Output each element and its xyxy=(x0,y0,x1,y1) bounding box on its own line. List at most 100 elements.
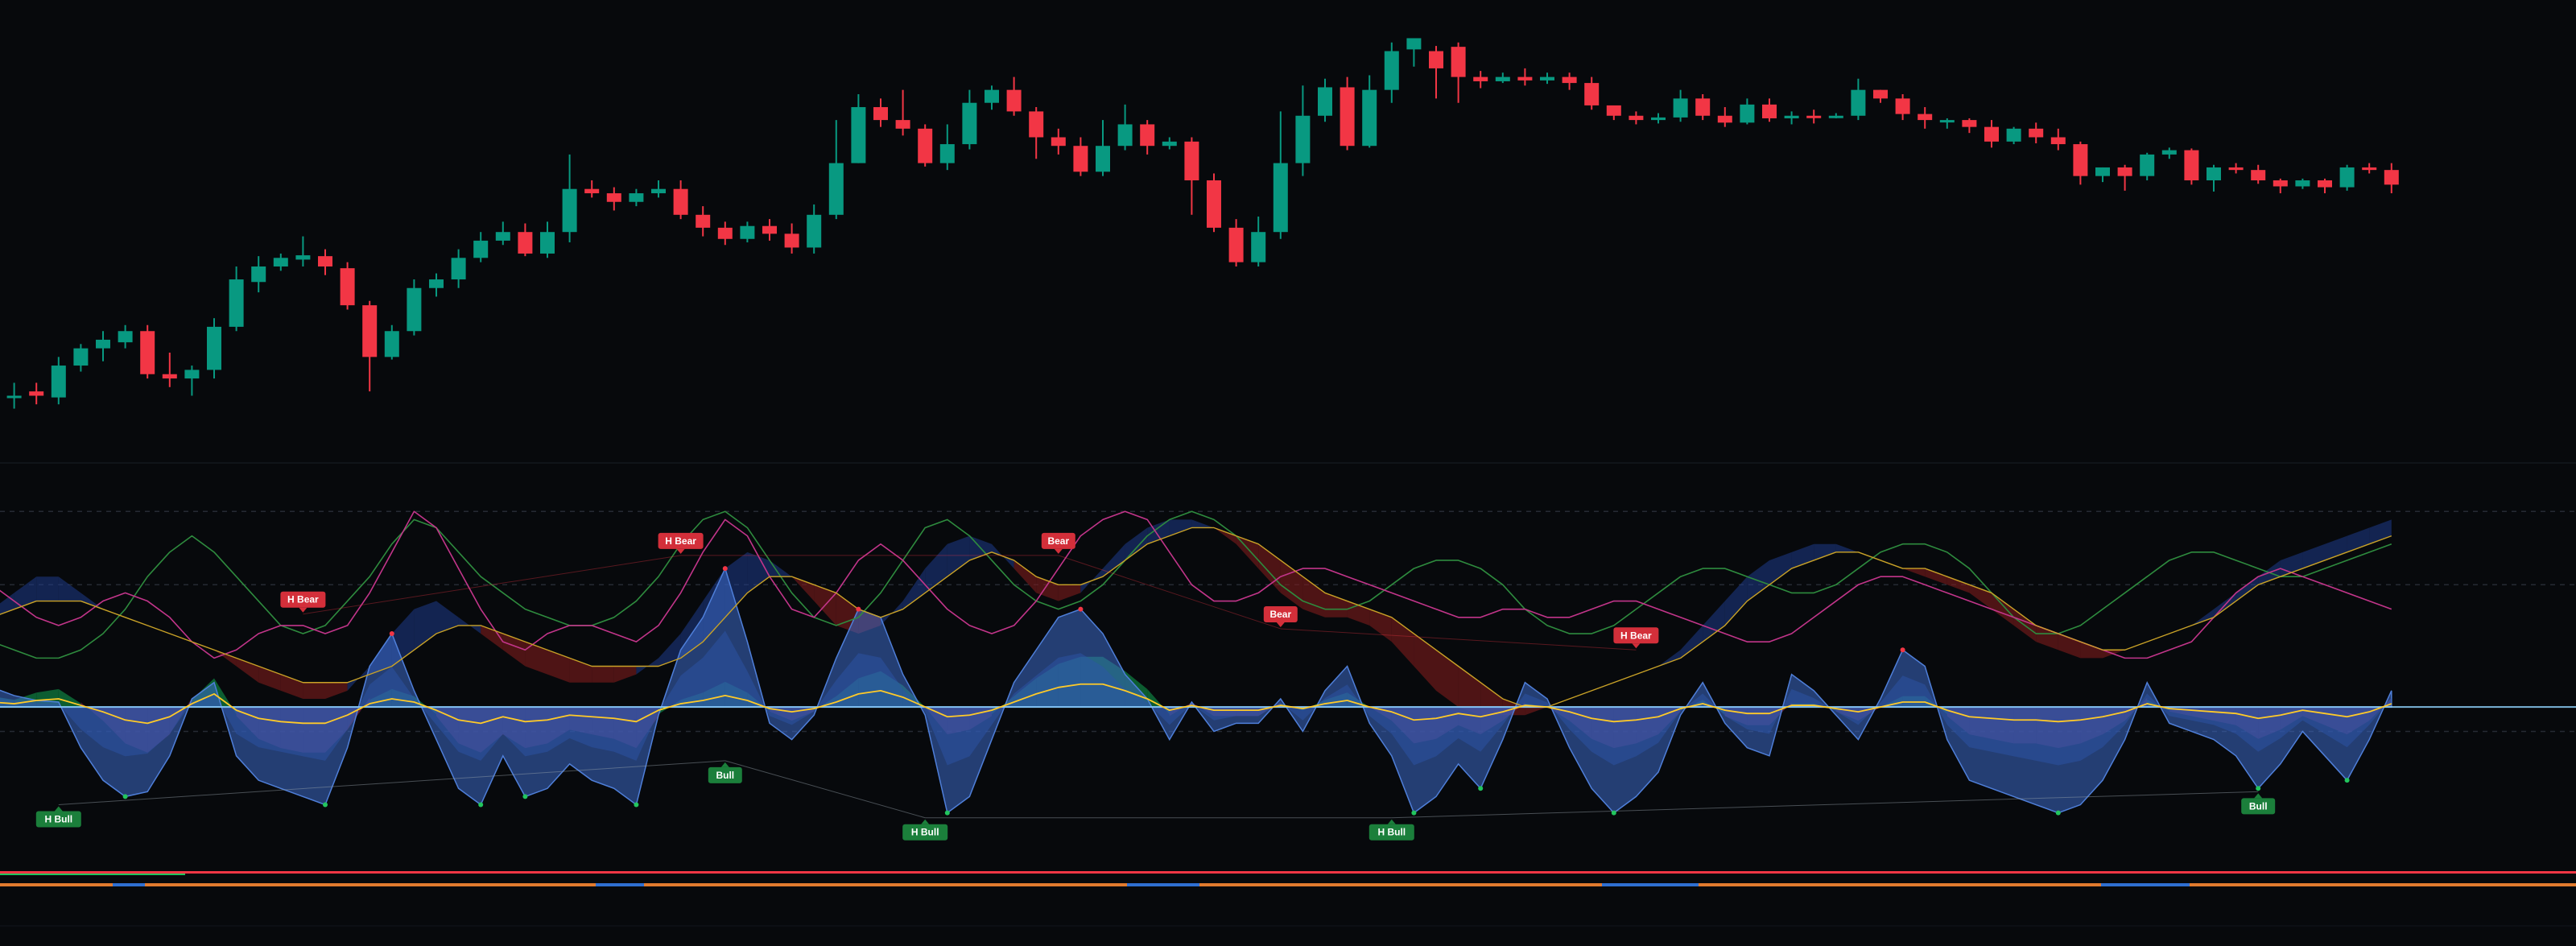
candle-body xyxy=(1762,104,1777,118)
candle-body xyxy=(873,107,888,121)
trend-ribbon-segment xyxy=(303,682,325,699)
price-pane xyxy=(6,38,2399,409)
candle-body xyxy=(1651,117,1666,121)
pivot-low-dot xyxy=(478,802,484,808)
candle-body xyxy=(1918,114,1933,121)
divergence-line xyxy=(58,760,725,806)
candle-body xyxy=(2050,137,2066,145)
trend-ribbon-segment xyxy=(1058,585,1081,601)
candle-body xyxy=(918,128,933,163)
candle-body xyxy=(1695,98,1711,116)
bull-signal-label: Bull xyxy=(708,762,742,783)
candle-body xyxy=(1562,76,1577,84)
signal-label-text: H Bear xyxy=(287,594,319,605)
candle-body xyxy=(1340,87,1355,147)
trend-ribbon-segment xyxy=(2058,634,2081,659)
trend-ribbon-segment xyxy=(2302,543,2325,569)
signal-label-box xyxy=(1613,627,1659,644)
candle-body xyxy=(2362,167,2377,171)
candle-body xyxy=(207,326,221,370)
bull-signal-label: H Bull xyxy=(902,819,948,841)
signal-label-text: Bear xyxy=(1047,535,1069,547)
trend-ribbon-segment xyxy=(613,666,637,683)
candle-body xyxy=(1717,115,1732,123)
trend-ribbon-segment xyxy=(1414,634,1436,691)
signal-label-pointer xyxy=(54,806,63,812)
trend-ribbon-segment xyxy=(1835,543,1859,552)
trend-ribbon-segment xyxy=(1680,625,1703,659)
candle-body xyxy=(1895,98,1910,114)
candle-body xyxy=(1006,89,1022,112)
candle-body xyxy=(828,163,844,215)
signal-label-text: Bear xyxy=(1269,609,1291,620)
pivot-low-dot xyxy=(1478,786,1484,791)
candle-body xyxy=(851,107,866,163)
candle-body xyxy=(2339,167,2355,188)
signal-label-pointer xyxy=(2254,793,2263,799)
bear-signal-label: H Bear xyxy=(658,532,704,554)
candle-body xyxy=(1473,76,1488,81)
candle-body xyxy=(1806,115,1822,118)
candle-body xyxy=(1162,141,1177,147)
candle-body xyxy=(2184,150,2199,180)
candle-body xyxy=(362,305,378,357)
candle-body xyxy=(1273,163,1288,233)
signal-label-text: H Bear xyxy=(1620,630,1652,641)
signal-band-segment xyxy=(58,688,81,708)
trend-ribbon-segment xyxy=(1946,576,1970,593)
candle-body xyxy=(606,193,621,202)
strip-segment xyxy=(2190,883,2576,886)
candle-body xyxy=(2384,170,2399,185)
trend-ribbon-segment xyxy=(14,576,37,609)
pivot-low-dot xyxy=(944,810,950,816)
candle-body xyxy=(1584,83,1600,105)
trend-ribbon-segment xyxy=(1013,560,1037,593)
candle-body xyxy=(1228,227,1244,262)
candle-body xyxy=(1140,124,1155,147)
trend-ribbon-segment xyxy=(1902,568,1926,577)
strip-segment xyxy=(1199,883,1602,886)
candle-body xyxy=(1406,38,1422,50)
candle-body xyxy=(96,339,110,349)
candle-body xyxy=(1362,89,1377,147)
signal-label-pointer xyxy=(1276,622,1285,627)
strip-segment xyxy=(1602,883,1699,886)
signal-label-text: H Bear xyxy=(665,535,696,547)
signal-label-pointer xyxy=(299,607,308,613)
trend-ribbon-segment xyxy=(1814,543,1836,560)
candle-body xyxy=(717,227,733,239)
trend-ribbon-segment xyxy=(58,576,81,601)
trend-ribbon-segment xyxy=(1969,585,1992,609)
strip-segment xyxy=(596,883,644,886)
trend-ribbon-segment xyxy=(1436,650,1459,708)
signal-label-box xyxy=(902,824,948,841)
signal-label-text: H Bull xyxy=(911,827,939,838)
candle-body xyxy=(1384,51,1399,90)
ribbon-mid-line xyxy=(0,527,2392,708)
candle-body xyxy=(1517,76,1533,81)
candle-body xyxy=(340,268,355,306)
candle-body xyxy=(1606,105,1621,116)
candle-body xyxy=(939,144,955,163)
bottom-strips xyxy=(0,871,2576,927)
candle-body xyxy=(1851,89,1866,116)
signal-line xyxy=(0,683,2392,725)
bull-signal-label: H Bull xyxy=(35,806,81,828)
candle-body xyxy=(2006,128,2021,142)
candle-body xyxy=(1873,89,1888,99)
pivot-low-dot xyxy=(2055,810,2061,816)
trend-ribbon-segment xyxy=(1103,543,1125,577)
candle-body xyxy=(1939,120,1955,123)
divergence-line xyxy=(1280,628,1637,651)
candle-body xyxy=(673,188,688,215)
candle-body xyxy=(1295,115,1311,163)
trend-ribbon-segment xyxy=(36,576,59,601)
candle-body xyxy=(229,279,244,327)
trend-ribbon-segment xyxy=(1147,519,1170,544)
divergence-line xyxy=(724,760,926,819)
trend-ribbon-segment xyxy=(2080,642,2103,659)
candle-body xyxy=(1495,76,1510,81)
candle-body xyxy=(2318,180,2332,188)
